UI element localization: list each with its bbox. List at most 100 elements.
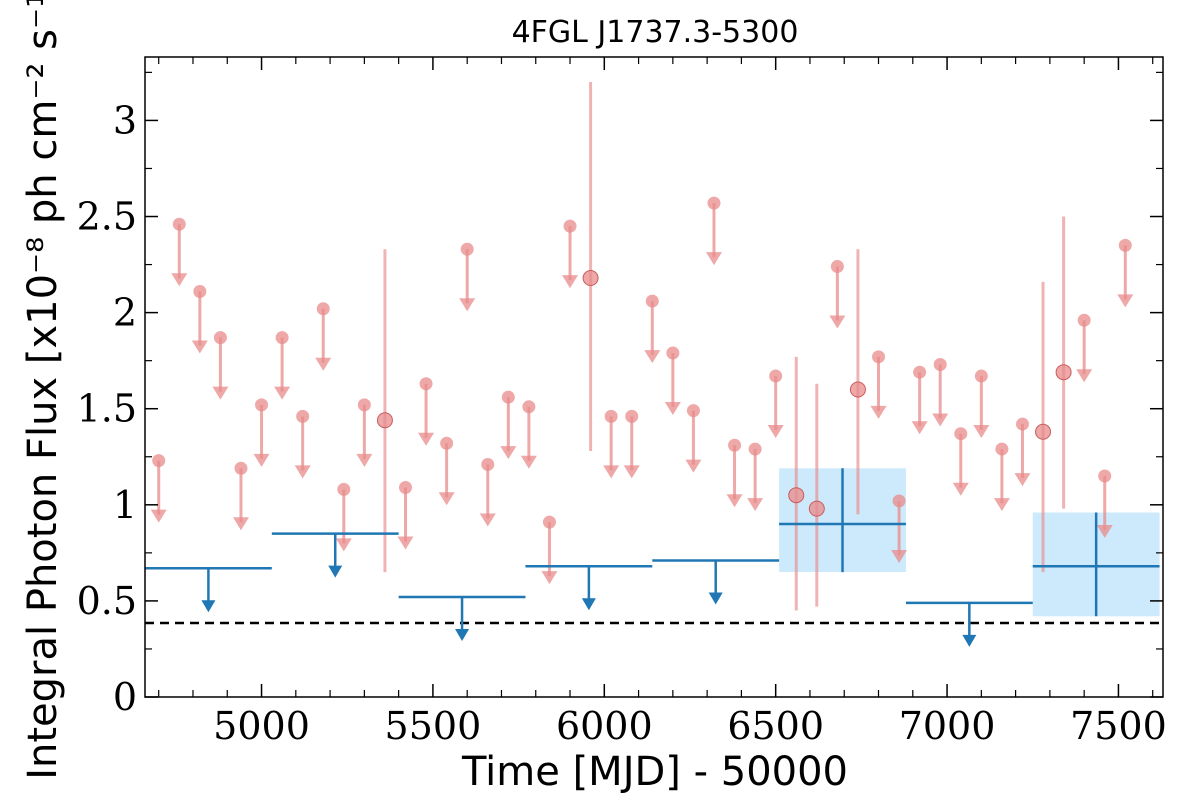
short-bin-upper-limit (1117, 238, 1134, 308)
upper-limit-marker (769, 369, 783, 383)
long-bin-arrowhead (201, 600, 216, 613)
upper-limit-arrowhead (1096, 524, 1113, 538)
short-bin-upper-limit (870, 350, 887, 419)
upper-limit-marker (542, 515, 556, 529)
upper-limit-arrowhead (767, 425, 784, 439)
long-bin-upper-limit (398, 595, 526, 642)
short-bin-upper-limit (1014, 417, 1031, 487)
short-bin-detection (582, 81, 599, 451)
upper-limit-arrowhead (479, 513, 496, 527)
long-bin-arrowhead (581, 598, 596, 611)
upper-limit-marker (316, 302, 330, 316)
upper-limit-marker (255, 398, 269, 412)
upper-limit-arrowhead (212, 386, 229, 400)
short-bin-upper-limit (418, 377, 435, 446)
short-bin-upper-limit (520, 400, 537, 469)
x-tick-label: 7500 (1070, 704, 1167, 748)
upper-limit-marker (748, 442, 762, 456)
short-bin-upper-limit (644, 294, 661, 364)
upper-limit-marker (830, 259, 844, 273)
upper-limit-arrowhead (726, 494, 743, 508)
short-bin-upper-limit (541, 515, 558, 585)
upper-limit-marker (193, 284, 207, 298)
upper-limit-arrowhead (397, 536, 414, 550)
upper-limit-marker (728, 438, 742, 452)
upper-limit-marker (604, 409, 618, 423)
short-bin-upper-limit (315, 302, 332, 371)
chart-title: 4FGL J1737.3-5300 (512, 15, 799, 50)
long-bin-arrowhead (328, 565, 343, 578)
upper-limit-arrowhead (191, 340, 208, 354)
upper-limit-marker (913, 365, 927, 379)
short-bin-upper-limit (993, 442, 1010, 512)
y-tick-label: 1.5 (77, 387, 137, 431)
short-bin-upper-limit (171, 217, 188, 287)
upper-limit-arrowhead (747, 498, 764, 512)
long-bin-arrowhead (708, 592, 723, 605)
upper-limit-marker (296, 409, 310, 423)
upper-limit-arrowhead (438, 492, 455, 506)
short-bin-upper-limit (952, 427, 969, 496)
short-bin-upper-limit (829, 259, 846, 329)
upper-limit-marker (213, 331, 227, 345)
upper-limit-arrowhead (335, 538, 352, 552)
upper-limit-marker (481, 457, 495, 471)
detection-marker (808, 500, 825, 517)
upper-limit-arrowhead (294, 465, 311, 479)
short-bin-upper-limit (747, 442, 764, 512)
long-bin-arrowhead (962, 634, 977, 647)
short-bin-upper-limit (932, 358, 949, 427)
upper-limit-marker (1077, 313, 1091, 327)
short-bin-upper-limit (335, 482, 352, 552)
long-bin-arrowhead (455, 629, 470, 642)
x-axis-label: Time [MJD] - 50000 (461, 749, 848, 795)
short-bin-detection (788, 356, 805, 611)
detection-marker (1035, 423, 1052, 440)
upper-limit-arrowhead (150, 509, 167, 523)
short-bin-upper-limit (1096, 469, 1113, 538)
upper-limit-marker (892, 494, 906, 508)
upper-limit-marker (954, 427, 968, 441)
upper-limit-arrowhead (520, 455, 537, 469)
short-bin-upper-limit (191, 284, 208, 354)
upper-limit-arrowhead (541, 571, 558, 585)
x-tick-label: 5000 (213, 704, 310, 748)
upper-limit-marker (172, 217, 186, 231)
long-bin-upper-limit (525, 565, 653, 611)
short-bin-upper-limit (438, 436, 455, 506)
upper-limit-arrowhead (603, 465, 620, 479)
upper-limit-arrowhead (1014, 473, 1031, 487)
upper-limit-marker (666, 346, 680, 360)
y-tick-label: 0 (113, 675, 137, 719)
upper-limit-arrowhead (623, 465, 640, 479)
upper-limit-marker (563, 219, 577, 233)
upper-limit-marker (1015, 417, 1029, 431)
upper-limit-arrowhead (562, 275, 579, 289)
upper-limit-arrowhead (1076, 369, 1093, 383)
y-tick-label: 1 (113, 483, 137, 527)
short-bin-upper-limit (1076, 313, 1093, 383)
upper-limit-marker (440, 436, 454, 450)
short-bin-upper-limit (356, 398, 373, 467)
short-bin-upper-limit (973, 369, 990, 439)
upper-limit-arrowhead (705, 252, 722, 266)
upper-limit-marker (933, 358, 947, 372)
upper-limit-arrowhead (232, 517, 249, 531)
upper-limit-marker (872, 350, 886, 364)
y-tick-label: 2 (113, 291, 137, 335)
short-bin-detection (808, 383, 825, 607)
upper-limit-arrowhead (829, 315, 846, 329)
long-bin-detection (779, 468, 906, 573)
short-bin-upper-limit (685, 404, 702, 473)
data-layer (145, 81, 1160, 647)
detection-marker (788, 487, 805, 504)
detection-marker (849, 381, 866, 398)
upper-limit-arrowhead (685, 459, 702, 473)
upper-limit-marker (357, 398, 371, 412)
short-bin-upper-limit (562, 219, 579, 289)
upper-limit-arrowhead (993, 498, 1010, 512)
upper-limit-marker (995, 442, 1009, 456)
short-bin-detection (376, 249, 393, 573)
upper-limit-arrowhead (973, 425, 990, 439)
